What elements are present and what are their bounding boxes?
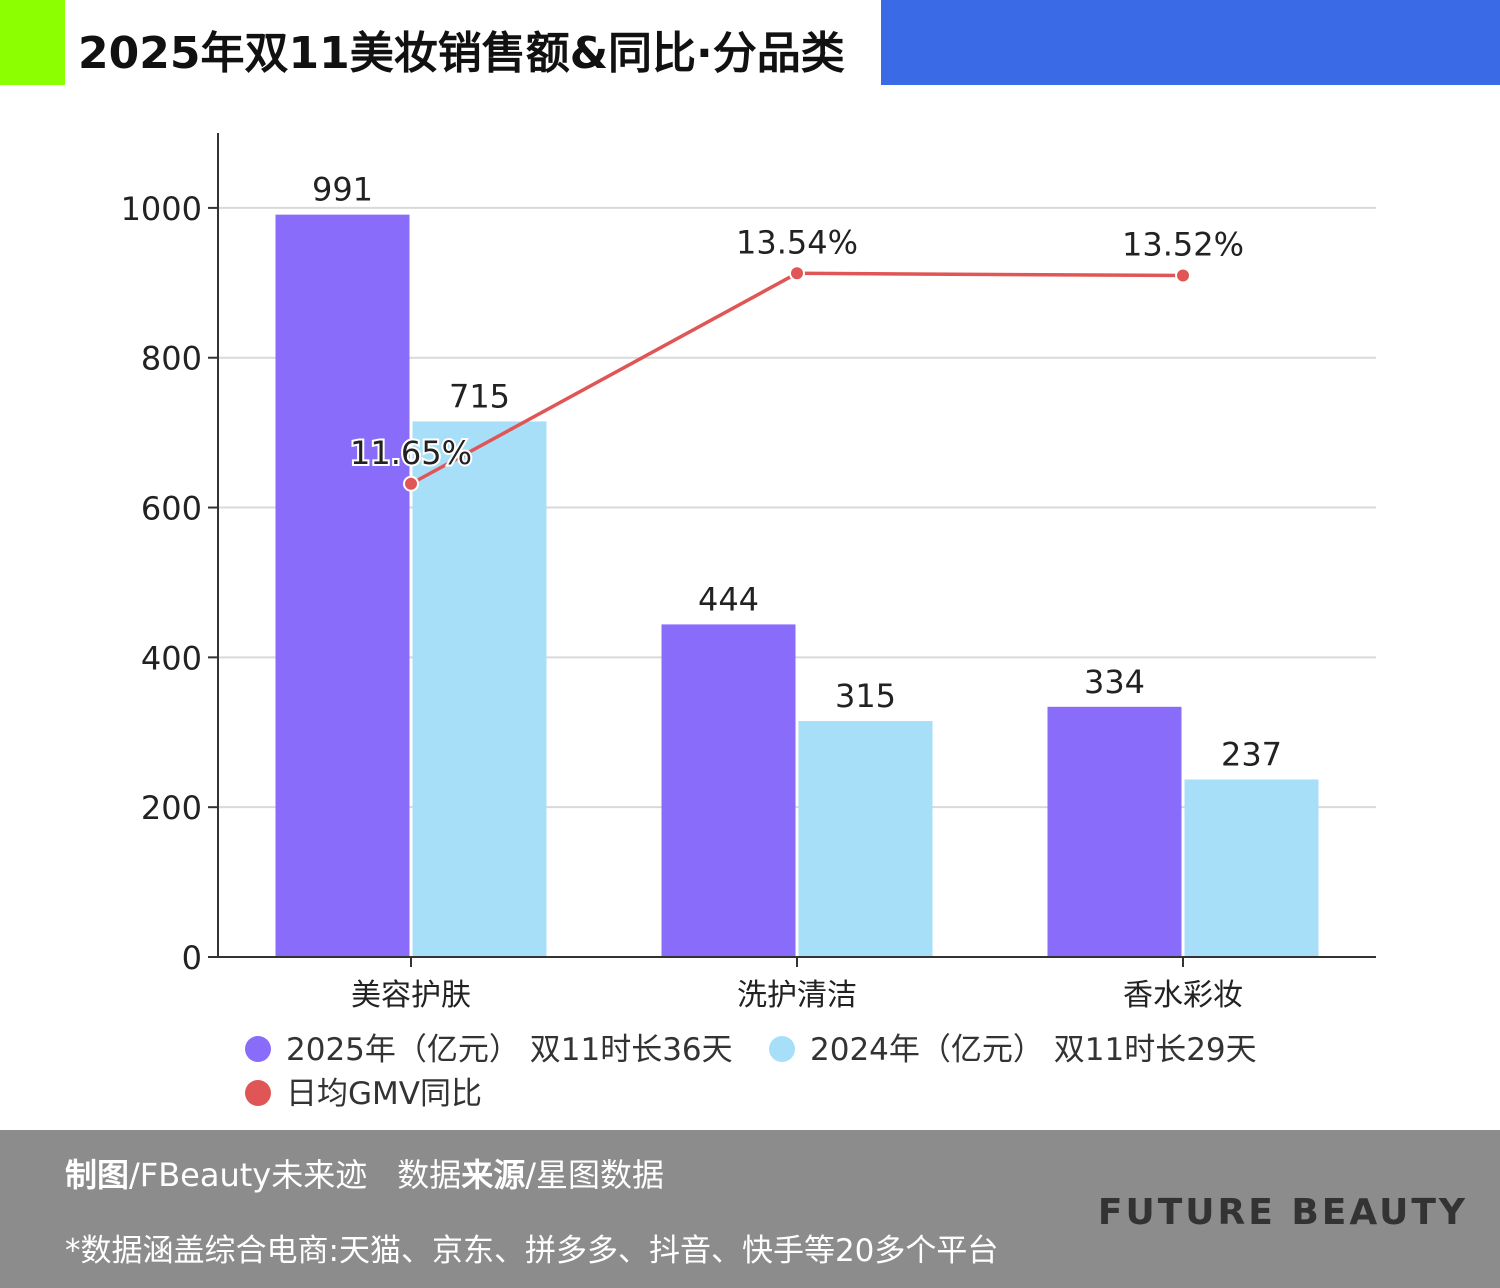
bar-value-label: 444	[698, 580, 759, 618]
x-tick-label: 香水彩妆	[1123, 978, 1243, 1013]
legend-label: 2025年（亿元） 双11时长36天	[286, 1032, 733, 1068]
bar-2024	[412, 421, 547, 957]
y-tick-label: 1000	[121, 190, 202, 228]
credit-value-source: /星图数据	[525, 1156, 665, 1194]
bar-2025	[1047, 706, 1182, 957]
credit-value-chart: /FBeauty未来迹	[129, 1156, 368, 1194]
yoy-value-label: 13.52%	[1122, 226, 1244, 264]
bar-value-label: 237	[1221, 735, 1282, 773]
yoy-value-label: 11.65%	[350, 434, 472, 472]
x-tick-label: 美容护肤	[351, 978, 471, 1013]
credit-label-source: 来源	[461, 1156, 526, 1194]
legend-swatch	[245, 1080, 271, 1106]
bar-value-label: 991	[312, 171, 373, 209]
y-tick-label: 0	[182, 939, 202, 977]
bar-value-label: 315	[835, 677, 896, 715]
x-tick-label: 洗护清洁	[737, 978, 857, 1013]
y-tick-label: 600	[141, 490, 202, 528]
accent-bar-green	[0, 0, 65, 85]
brand-wordmark: FUTURE BEAUTY	[1097, 1192, 1468, 1233]
yoy-point	[789, 265, 805, 282]
bar-value-label: 334	[1084, 663, 1145, 701]
y-tick-label: 800	[141, 340, 202, 378]
credit-label-data: 数据	[397, 1156, 462, 1194]
yoy-point	[1175, 267, 1191, 284]
legend-label: 2024年（亿元） 双11时长29天	[810, 1032, 1257, 1068]
legend-swatch	[245, 1036, 271, 1062]
bar-value-label: 715	[449, 377, 510, 415]
bar-2024	[1184, 779, 1319, 957]
yoy-value-label: 13.54%	[736, 223, 858, 261]
bar-2025	[661, 624, 796, 957]
y-tick-label: 200	[141, 789, 202, 827]
chart: 0 200 400 600 800 1000 991 715 美容护肤 444 315 洗护清洁 334…	[121, 133, 1376, 1112]
y-tick-label: 400	[141, 639, 202, 677]
bar-2025	[275, 214, 410, 958]
legend-swatch	[769, 1036, 795, 1062]
data-note: *数据涵盖综合电商:天猫、京东、拼多多、抖音、快手等20多个平台	[65, 1233, 999, 1269]
credit-line: 制图/FBeauty未来迹 数据来源/星图数据	[65, 1150, 664, 1196]
legend-label: 日均GMV同比	[286, 1076, 482, 1112]
chart-title: 2025年双11美妆销售额&同比·分品类	[78, 28, 845, 79]
yoy-point	[403, 475, 419, 492]
footer: 制图/FBeauty未来迹 数据来源/星图数据 *数据涵盖综合电商:天猫、京东、拼…	[0, 1130, 1500, 1288]
accent-bar-blue	[881, 0, 1500, 85]
credit-label-chart: 制图	[65, 1156, 130, 1194]
bar-2024	[798, 721, 933, 957]
